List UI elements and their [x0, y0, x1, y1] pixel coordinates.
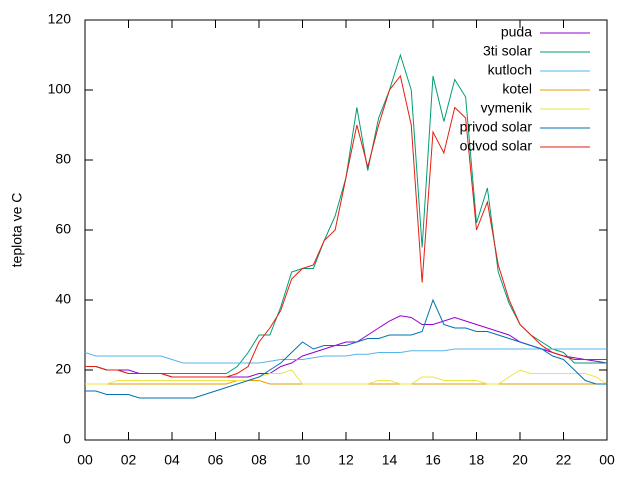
series-line: [85, 74, 607, 378]
y-tick-label: 60: [55, 221, 71, 237]
y-tick-label: 100: [48, 81, 72, 97]
legend-label: puda: [501, 24, 532, 40]
x-tick-label: 20: [512, 452, 528, 468]
series-line: [85, 380, 607, 385]
x-tick-label: 00: [77, 452, 93, 468]
legend-label: vymenik: [481, 100, 533, 116]
legend-label: kotel: [502, 81, 532, 97]
legend-label: privod solar: [460, 119, 533, 135]
legend-label: kutloch: [488, 62, 532, 78]
y-tick-label: 80: [55, 151, 71, 167]
y-tick-label: 120: [48, 11, 72, 27]
x-tick-label: 14: [382, 452, 398, 468]
x-tick-label: 04: [164, 452, 180, 468]
series-line: [85, 369, 608, 385]
x-tick-label: 02: [121, 452, 137, 468]
y-tick-label: 0: [63, 431, 71, 447]
series-line: [84, 348, 607, 364]
y-axis-label: teplota ve C: [9, 193, 25, 268]
y-tick-label: 20: [55, 361, 71, 377]
y-tick-label: 40: [55, 291, 71, 307]
x-tick-label: 12: [338, 452, 354, 468]
x-tick-label: 22: [556, 452, 572, 468]
x-tick-label: 16: [425, 452, 441, 468]
series-line: [85, 315, 608, 378]
legend-label: odvod solar: [460, 138, 533, 154]
x-tick-label: 08: [251, 452, 267, 468]
x-tick-label: 10: [295, 452, 311, 468]
x-tick-label: 06: [208, 452, 224, 468]
series-line: [85, 298, 607, 399]
legend-label: 3ti solar: [483, 43, 532, 59]
x-tick-label: 00: [599, 452, 615, 468]
x-tick-label: 18: [469, 452, 485, 468]
